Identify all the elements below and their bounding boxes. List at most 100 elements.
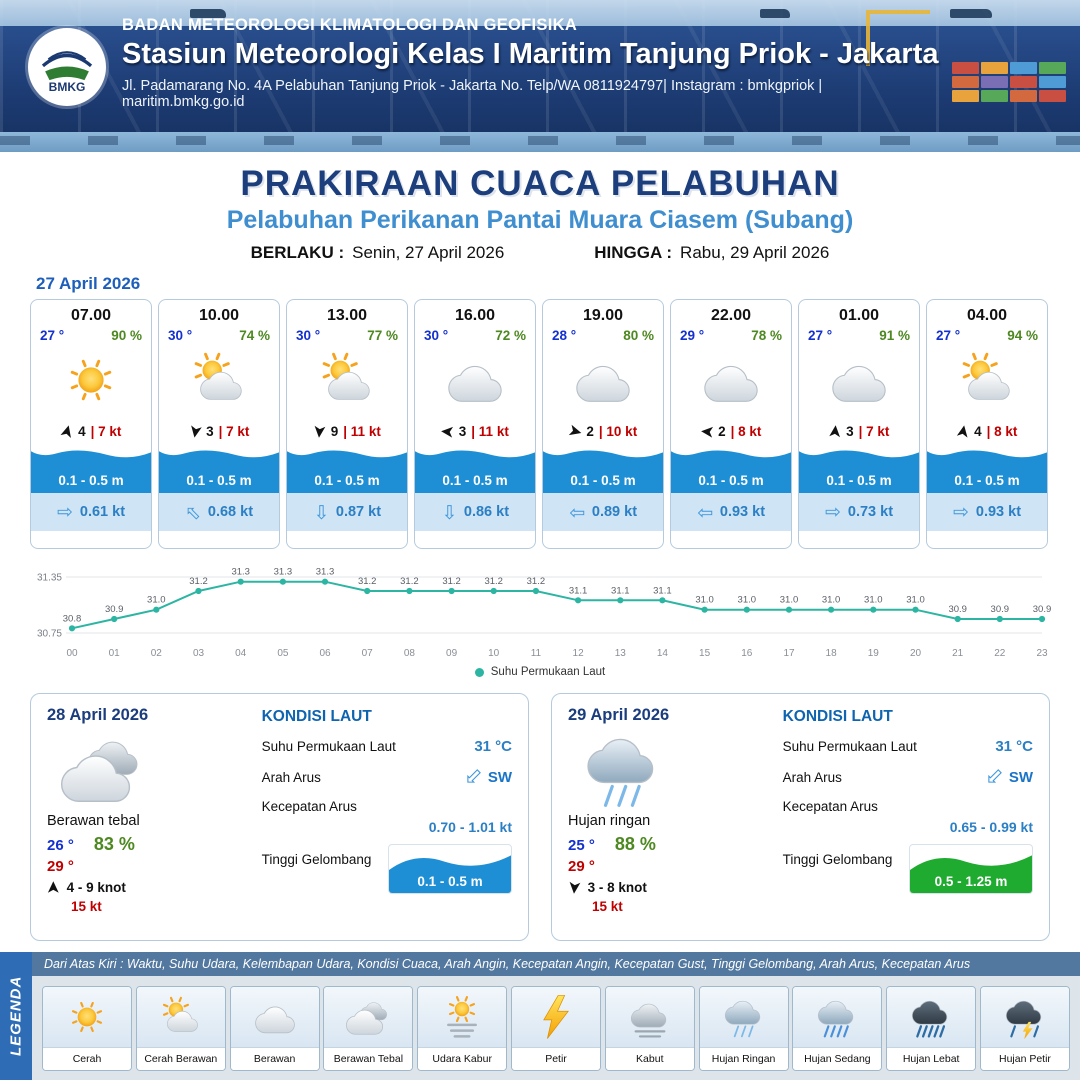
legend-item-label: Hujan Lebat [887, 1047, 976, 1070]
wind-speed: | 8 kt [730, 423, 762, 439]
forecast-card: 01.00 27 ° 91 % ➤ 3 | 7 kt 0.1 - 0.5 m ⇨… [798, 299, 920, 549]
forecast-time: 07.00 [70, 307, 112, 324]
forecast-card: 22.00 29 ° 78 % ➤ 2 | 8 kt 0.1 - 0.5 m ⇨… [670, 299, 792, 549]
wind-row: ➤ 4 | 8 kt [927, 417, 1047, 445]
daily-weather-icon [568, 725, 678, 813]
daily-temp-max: 29 ° [47, 858, 74, 875]
hingga-value: Rabu, 29 April 2026 [680, 243, 830, 262]
humidity: 90 % [111, 328, 142, 343]
legend-item: Hujan Petir [979, 985, 1070, 1071]
bmkg-logo: BMKG [28, 28, 106, 106]
svg-text:30.9: 30.9 [105, 604, 124, 615]
wind-speed: | 11 kt [343, 423, 381, 439]
svg-text:11: 11 [531, 648, 542, 659]
svg-text:21: 21 [952, 648, 964, 659]
svg-text:31.2: 31.2 [442, 576, 461, 587]
legend-weather-icon [511, 986, 600, 1048]
svg-text:03: 03 [193, 648, 205, 659]
wave-height-value: 0.1 - 0.5 m [417, 874, 483, 889]
kondisi-laut-title: KONDISI LAUT [782, 708, 893, 725]
legend-item-label: Cerah Berawan [136, 1047, 225, 1070]
svg-text:30.9: 30.9 [991, 604, 1010, 615]
wind-gust: 3 [846, 423, 854, 439]
wind-speed: | 11 kt [471, 423, 509, 439]
legend-item: Hujan Lebat [886, 985, 977, 1071]
forecast-time: 10.00 [198, 307, 240, 324]
temp-humidity-row: 28 ° 80 % [543, 328, 663, 343]
wave-shape [543, 447, 663, 458]
org-name: BADAN METEOROLOGI KLIMATOLOGI DAN GEOFIS… [122, 16, 578, 34]
forecast-card: 13.00 30 ° 77 % ➤ 9 | 11 kt 0.1 - 0.5 m … [286, 299, 408, 549]
svg-text:18: 18 [826, 648, 838, 659]
legend-weather-icon [699, 986, 788, 1048]
weather-icon [287, 343, 407, 417]
station-name: Stasiun Meteorologi Kelas I Maritim Tanj… [122, 38, 939, 70]
air-temperature: 29 ° [680, 328, 705, 343]
chart-legend: Suhu Permukaan Laut [26, 663, 1054, 681]
ship-icon [950, 9, 992, 18]
legend-weather-icon [136, 986, 225, 1048]
wave-height: 0.1 - 0.5 m [186, 473, 252, 488]
svg-text:31.0: 31.0 [738, 595, 757, 606]
wind-gust: 4 [78, 423, 86, 439]
current-direction-icon: ⇨ [952, 501, 969, 523]
current-speed-value: 0.70 - 1.01 kt [428, 819, 512, 835]
current-direction-icon: ⇨ [458, 761, 490, 793]
weather-icon [159, 343, 279, 417]
wave-height-band: 0.1 - 0.5 m [927, 447, 1047, 493]
legend-item: Udara Kabur [417, 985, 508, 1071]
ship-icon [190, 9, 226, 18]
legend-item-label: Hujan Ringan [699, 1047, 788, 1070]
daily-gust: 15 kt [71, 899, 102, 914]
sst-chart-section: 30.75 31.35 30.8 30.9 31.0 31.2 31.3 31.3 31.3 31… [26, 557, 1054, 685]
current-speed: 0.93 kt [975, 504, 1022, 520]
legend-item-label: Berawan [230, 1047, 319, 1070]
legend-item: Hujan Sedang [792, 985, 883, 1071]
wind-direction-icon: ➤ [565, 880, 584, 895]
svg-text:06: 06 [319, 648, 331, 659]
svg-text:17: 17 [783, 648, 795, 659]
daily-date: 29 April 2026 [568, 706, 670, 724]
daily-condition: Hujan ringan [568, 813, 651, 829]
legend-weather-icon [887, 986, 976, 1048]
current-direction-icon: ⇨ [979, 761, 1011, 793]
svg-text:14: 14 [657, 648, 669, 659]
current-row: ⇨ 0.68 kt [159, 493, 279, 531]
wave-shape [799, 447, 919, 458]
temp-humidity-row: 30 ° 74 % [159, 328, 279, 343]
wind-direction-icon: ➤ [44, 881, 62, 894]
svg-text:20: 20 [910, 648, 922, 659]
temp-humidity-row: 27 ° 91 % [799, 328, 919, 343]
daily-gust: 15 kt [592, 899, 623, 914]
legend-item-label: Kabut [605, 1047, 694, 1070]
svg-text:19: 19 [868, 648, 880, 659]
current-direction-icon: ⇨ [310, 504, 332, 520]
wind-direction-icon: ➤ [56, 422, 77, 440]
wind-gust: 9 [330, 423, 339, 439]
daily-humidity: 88 % [614, 834, 656, 854]
legend-weather-icon [793, 986, 882, 1048]
legend-items-row: Cerah Cerah Berawan Berawan Berawan Teba… [32, 976, 1080, 1080]
svg-text:10: 10 [488, 648, 500, 659]
current-direction-icon: ⇨ [179, 498, 206, 526]
legend-dot-icon [474, 667, 484, 677]
forecast-time: 22.00 [710, 307, 752, 324]
svg-text:31.3: 31.3 [231, 567, 250, 578]
svg-text:31.0: 31.0 [864, 595, 883, 606]
forecast-time: 13.00 [326, 307, 368, 324]
sst-value: 31 °C [474, 738, 512, 755]
wind-gust: 2 [586, 423, 594, 439]
air-temperature: 27 ° [40, 328, 65, 343]
air-temperature: 27 ° [808, 328, 833, 343]
weather-icon [927, 343, 1047, 417]
wave-height: 0.1 - 0.5 m [826, 473, 892, 488]
current-direction-icon: ⇨ [824, 501, 841, 523]
weather-icon [671, 343, 791, 417]
svg-text:31.2: 31.2 [527, 576, 546, 587]
svg-text:31.2: 31.2 [400, 576, 419, 587]
current-row: ⇨ 0.61 kt [31, 493, 151, 531]
wave-height-band: 0.1 - 0.5 m [543, 447, 663, 493]
humidity: 72 % [495, 328, 526, 343]
current-speed-value: 0.65 - 0.99 kt [949, 819, 1033, 835]
wind-row: ➤ 2 | 8 kt [671, 417, 791, 445]
